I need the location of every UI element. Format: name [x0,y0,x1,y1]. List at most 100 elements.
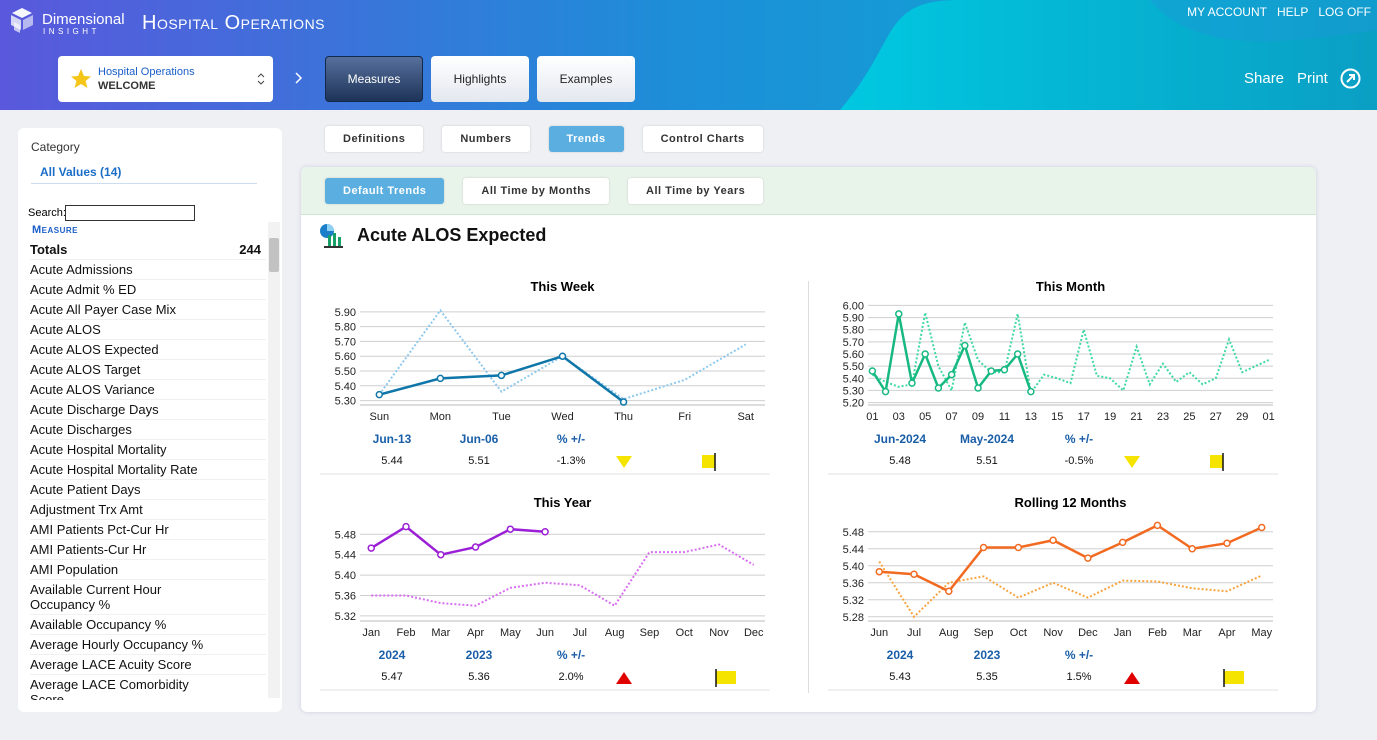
measure-row[interactable]: Acute Admit % ED [30,280,266,300]
chart-title: This Week [530,279,595,294]
x-tick-label: 03 [893,411,905,423]
measure-row[interactable]: Acute Hospital Mortality Rate [30,460,266,480]
measure-row[interactable]: AMI Patients Pct-Cur Hr [30,520,266,540]
x-tick-label: 17 [1078,411,1090,423]
nav-button[interactable]: Examples [537,56,635,102]
measure-name: Acute ALOS [30,322,101,337]
x-tick-label: Sun [369,411,389,423]
y-tick-label: 5.80 [843,325,864,337]
x-tick-label: 29 [1236,411,1248,423]
measure-row[interactable]: AMI Patients-Cur Hr [30,540,266,560]
x-tick-label: 09 [972,411,984,423]
tab[interactable]: All Time by Years [628,178,764,204]
tab[interactable]: Definitions [325,126,424,152]
trend-indicator [616,456,632,468]
measure-row[interactable]: Available Current Hour Occupancy % [30,580,266,615]
print[interactable]: Print [1297,70,1328,87]
measure-row[interactable]: Adjustment Trx Amt [30,500,266,520]
brand: Dimensional [42,11,125,28]
summary-value: 5.47 [381,671,402,683]
arrow [295,72,303,84]
category-value[interactable]: All Values (14) [40,165,122,179]
divider [808,281,809,693]
measure-row[interactable]: Acute Hospital Mortality [30,440,266,460]
measure-row[interactable]: AMI Population [30,560,266,580]
x-tick-label: Dec [1078,627,1098,639]
x-tick-label: Apr [467,627,484,639]
chart-title: This Year [534,495,592,510]
tab[interactable]: Default Trends [325,178,445,204]
open-icon[interactable] [1340,68,1361,89]
measure-name: Acute Hospital Mortality Rate [30,462,198,477]
tab[interactable]: Trends [548,126,624,152]
measure-name: Acute Discharge Days [30,402,159,417]
point [402,522,410,531]
measure-name: AMI Patients-Cur Hr [30,542,147,557]
scrollbar[interactable] [268,222,280,698]
summary-header: 2024 [379,648,406,662]
point [1027,387,1035,396]
measure-row[interactable]: Acute Admissions [30,260,266,280]
nav-button[interactable]: Highlights [431,56,529,102]
y-tick-label: 5.48 [843,527,864,539]
x-tick-label: 01 [1263,411,1275,423]
measure-row[interactable]: Acute ALOS Target [30,360,266,380]
measure-name: Acute ALOS Expected [30,342,159,357]
brand-sub: INSIGHT [43,27,100,36]
y-tick-label: 5.28 [843,612,864,624]
point [619,398,628,406]
x-tick-label: 21 [1130,411,1142,423]
nav-button[interactable]: Measures [325,56,423,102]
measure-row[interactable]: Acute Discharges [30,420,266,440]
series-line [871,312,1270,396]
measure-row[interactable]: Average Hourly Occupancy % [30,635,266,655]
x-tick-label: Jan [1114,627,1132,639]
x-tick-label: Aug [605,627,625,639]
tab[interactable]: Numbers [442,126,530,152]
search-input[interactable] [65,205,195,221]
x-tick-label: Feb [1148,627,1167,639]
measure-row[interactable]: Average LACE Comorbidity Score [30,675,266,700]
search-label: Search: [28,207,66,219]
y-tick-label: 5.20 [843,398,864,410]
y-tick-label: 5.90 [335,307,356,319]
measure-row[interactable]: Acute ALOS Expected [30,340,266,360]
measure-row[interactable]: Average LACE Acuity Score [30,655,266,675]
measure-row[interactable]: Acute All Payer Case Mix [30,300,266,320]
point [934,384,943,392]
panel-title: Acute ALOS Expected [357,225,547,245]
top-link[interactable]: HELP [1276,5,1309,19]
summary-header: % +/- [1065,432,1093,446]
column-header: Measure [32,224,79,236]
measure-row[interactable]: Available Occupancy % [30,615,266,635]
measure-row[interactable]: Acute ALOS [30,320,266,340]
measure-name: AMI Patients Pct-Cur Hr [30,522,169,537]
summary-header: 2024 [887,648,914,662]
measure-row[interactable]: Acute ALOS Variance [30,380,266,400]
chart-title: This Month [1036,279,1105,294]
point [961,341,969,350]
totals-value: 244 [239,242,261,257]
measure-row[interactable]: Acute Patient Days [30,480,266,500]
chart-title: Rolling 12 Months [1015,495,1127,510]
point [979,543,988,552]
point [987,367,995,375]
x-tick-label: Jun [870,627,888,639]
x-tick-label: Apr [1218,627,1235,639]
tab[interactable]: Control Charts [642,126,763,152]
tab[interactable]: All Time by Months [463,178,610,204]
measure-row[interactable]: Acute Discharge Days [30,400,266,420]
selector[interactable]: Hospital Operations WELCOME [58,56,273,102]
summary-value: 5.51 [976,455,997,467]
point [945,587,953,595]
point [1153,521,1162,530]
summary-value: 5.36 [468,671,489,683]
trend-chart: Rolling 12 Months 5.28 5.32 5.36 5.40 5.44 5.4… [828,495,1278,691]
point [947,370,956,379]
totals-row: Totals 244 [30,240,266,260]
top-link[interactable]: MY ACCOUNT [1187,5,1267,19]
top-link[interactable]: LOG OFF [1318,5,1371,19]
share[interactable]: Share [1244,70,1285,87]
y-tick-label: 5.40 [335,570,356,582]
point [921,350,929,358]
